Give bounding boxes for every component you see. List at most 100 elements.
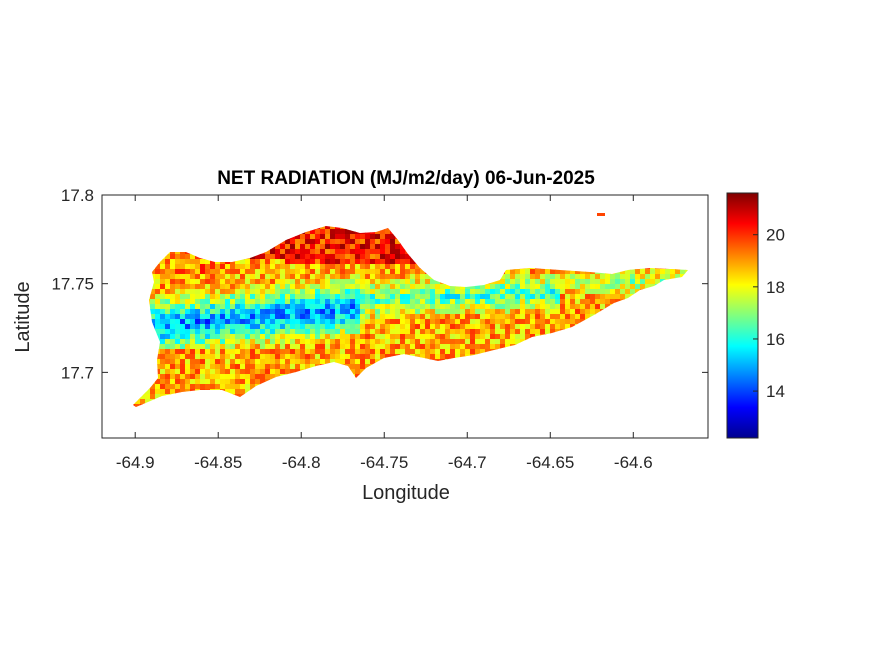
heatmap-cell (160, 409, 166, 415)
heatmap-cell (620, 239, 626, 245)
heatmap-cell (235, 294, 241, 300)
heatmap-cell (630, 294, 636, 300)
heatmap-cell (425, 244, 431, 250)
heatmap-cell (565, 379, 571, 385)
heatmap-cell (355, 324, 361, 330)
heatmap-cell (565, 364, 571, 370)
heatmap-cell (585, 314, 591, 320)
heatmap-cell (255, 359, 261, 365)
heatmap-cell (690, 404, 696, 410)
heatmap-cell (585, 279, 591, 285)
heatmap-cell (460, 409, 466, 415)
heatmap-cell (455, 234, 461, 240)
heatmap-cell (310, 339, 316, 345)
heatmap-cell (410, 299, 416, 305)
heatmap-cell (345, 264, 351, 270)
heatmap-cell (200, 409, 206, 415)
heatmap-cell (620, 369, 626, 375)
heatmap-cell (140, 379, 146, 385)
heatmap-cell (530, 369, 536, 375)
heatmap-cell (270, 399, 276, 405)
heatmap-cell (305, 284, 311, 290)
heatmap-cell (280, 254, 286, 260)
heatmap-cell (385, 374, 391, 380)
heatmap-cell (580, 319, 586, 325)
heatmap-cell (650, 309, 656, 315)
heatmap-cell (300, 409, 306, 415)
heatmap-cell (595, 339, 601, 345)
heatmap-cell (285, 344, 291, 350)
heatmap-cell (200, 279, 206, 285)
heatmap-cell (600, 279, 606, 285)
heatmap-cell (580, 389, 586, 395)
heatmap-cell (650, 334, 656, 340)
heatmap-cell (315, 304, 321, 310)
heatmap-cell (440, 284, 446, 290)
heatmap-cell (540, 279, 546, 285)
heatmap-cell (170, 344, 176, 350)
heatmap-cell (140, 269, 146, 275)
heatmap-cell (530, 309, 536, 315)
heatmap-cell (330, 349, 336, 355)
heatmap-cell (280, 374, 286, 380)
heatmap-cell (285, 364, 291, 370)
heatmap-cell (665, 229, 671, 235)
heatmap-cell (220, 304, 226, 310)
heatmap-cell (510, 314, 516, 320)
heatmap-cell (630, 234, 636, 240)
heatmap-cell (585, 399, 591, 405)
heatmap-cell (485, 274, 491, 280)
heatmap-cell (580, 334, 586, 340)
heatmap-cell (665, 309, 671, 315)
heatmap-cell (145, 234, 151, 240)
heatmap-cell (310, 324, 316, 330)
heatmap-cell (350, 299, 356, 305)
heatmap-cell (330, 324, 336, 330)
heatmap-cell (510, 259, 516, 265)
heatmap-cell (235, 279, 241, 285)
heatmap-cell (405, 399, 411, 405)
heatmap-cell (155, 289, 161, 295)
heatmap-cell (360, 299, 366, 305)
heatmap-cell (290, 234, 296, 240)
heatmap-cell (135, 279, 141, 285)
heatmap-cell (575, 339, 581, 345)
heatmap-cell (175, 359, 181, 365)
heatmap-cell (310, 239, 316, 245)
heatmap-cell (610, 324, 616, 330)
heatmap-cell (375, 394, 381, 400)
heatmap-cell (460, 334, 466, 340)
heatmap-cell (310, 269, 316, 275)
heatmap-cell (210, 334, 216, 340)
heatmap-cell (420, 239, 426, 245)
heatmap-cell (465, 226, 471, 230)
heatmap-cell (275, 284, 281, 290)
heatmap-cell (520, 294, 526, 300)
heatmap-cell (535, 269, 541, 275)
heatmap-cell (395, 329, 401, 335)
heatmap-cell (495, 249, 501, 255)
heatmap-cell (615, 299, 621, 305)
heatmap-cell (350, 369, 356, 375)
heatmap-cell (335, 254, 341, 260)
heatmap-cell (605, 369, 611, 375)
heatmap-cell (480, 239, 486, 245)
heatmap-cell (375, 244, 381, 250)
heatmap-cell (133, 279, 136, 285)
heatmap-cell (180, 269, 186, 275)
heatmap-cell (605, 264, 611, 270)
heatmap-cell (260, 239, 266, 245)
heatmap-cell (455, 254, 461, 260)
heatmap-cell (350, 234, 356, 240)
heatmap-cell (505, 369, 511, 375)
heatmap-cell (310, 399, 316, 405)
heatmap-cell (265, 369, 271, 375)
heatmap-cell (430, 229, 436, 235)
heatmap-cell (660, 384, 666, 390)
heatmap-cell (315, 364, 321, 370)
heatmap-cell (220, 399, 226, 405)
heatmap-cell (375, 229, 381, 235)
heatmap-cell (685, 404, 688, 407)
heatmap-cell (660, 394, 666, 400)
heatmap-cell (235, 229, 241, 235)
